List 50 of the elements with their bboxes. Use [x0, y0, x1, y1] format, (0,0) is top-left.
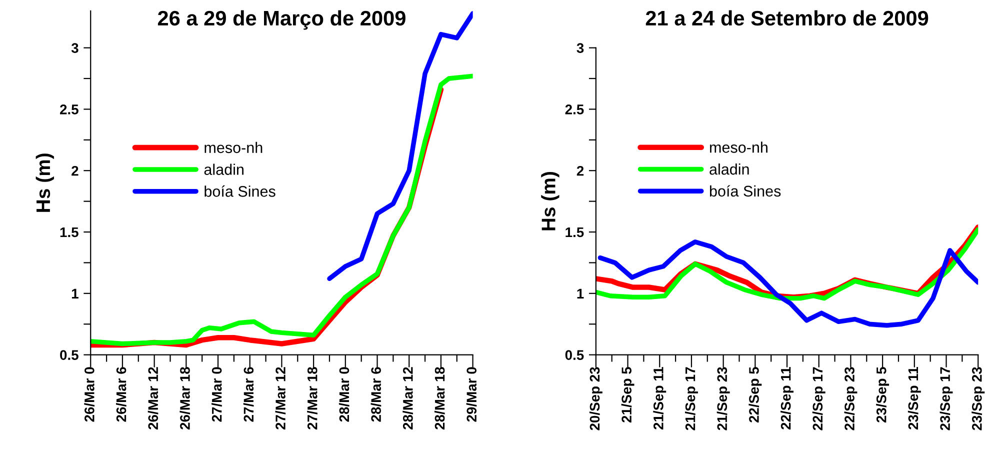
x-tick-label: 22/Sep 17 — [812, 367, 826, 430]
x-tick-label: 26/Mar 12 — [148, 367, 158, 430]
y-tick-label: 2.5 — [565, 104, 584, 114]
x-tick-label: 23/Sep 23 — [972, 367, 985, 430]
y-tick-label: 3 — [71, 43, 78, 53]
x-tick-label: 26/Mar 0 — [84, 367, 94, 422]
x-tick-label: 23/Sep 11 — [908, 366, 921, 430]
x-tick-label: 28/Mar 0 — [338, 367, 350, 422]
legend-label: aladin — [710, 163, 749, 175]
x-tick-label: 20/Sep 23 — [589, 367, 602, 430]
line-series — [327, 11, 473, 282]
x-tick-label: 27/Mar 0 — [212, 367, 222, 422]
x-tick-label: 22/Sep 5 — [748, 366, 762, 422]
y-tick-label: 0.5 — [60, 350, 78, 360]
x-tick-label: 27/Mar 12 — [275, 367, 286, 430]
x-tick-label: 27/Mar 6 — [243, 367, 254, 422]
x-tick-label: 26/Mar 6 — [116, 367, 126, 422]
legend-label: boía Sines — [204, 185, 276, 197]
y-tick-label: 1.5 — [566, 227, 584, 238]
legend-label: meso-nh — [204, 142, 262, 154]
y-axis-title: Hs (m) — [541, 172, 560, 230]
x-tick-label: 28/Mar 18 — [434, 367, 445, 430]
x-tick-label: 26/Mar 18 — [180, 367, 190, 430]
x-tick-label: 21/Sep 11 — [653, 366, 666, 430]
y-tick-label: 2 — [576, 166, 584, 176]
x-tick-label: 23/Sep 17 — [940, 367, 953, 430]
y-tick-label: 1 — [577, 288, 584, 298]
y-tick-label: 2 — [72, 166, 78, 176]
chart-title: 21 a 24 de Setembro de 2009 — [646, 10, 928, 26]
y-axis-title: Hs (m) — [36, 154, 54, 212]
x-tick-label: 28/Mar 6 — [370, 367, 382, 422]
x-tick-label: 29/Mar 0 — [466, 367, 477, 422]
chart-title: 26 a 29 de Março de 2009 — [158, 10, 406, 30]
x-tick-label: 22/Sep 23 — [844, 367, 858, 430]
y-tick-label: 1 — [72, 288, 78, 298]
x-tick-label: 21/Sep 23 — [716, 367, 730, 430]
line-series — [598, 239, 978, 328]
legend-label: boía Sines — [710, 185, 781, 197]
x-tick-label: 27/Mar 18 — [307, 367, 318, 430]
legend-label: meso-nh — [710, 142, 768, 153]
x-tick-label: 23/Sep 5 — [876, 366, 890, 422]
x-tick-label: 28/Mar 12 — [402, 367, 413, 430]
y-tick-label: 0.5 — [565, 350, 584, 360]
x-tick-label: 21/Sep 5 — [621, 366, 634, 422]
y-tick-label: 1.5 — [60, 227, 78, 238]
y-tick-label: 3 — [576, 43, 584, 53]
x-tick-label: 21/Sep 17 — [684, 367, 698, 430]
legend-label: aladin — [204, 164, 244, 175]
x-tick-label: 22/Sep 11 — [780, 366, 794, 430]
y-tick-label: 2.5 — [60, 104, 78, 114]
